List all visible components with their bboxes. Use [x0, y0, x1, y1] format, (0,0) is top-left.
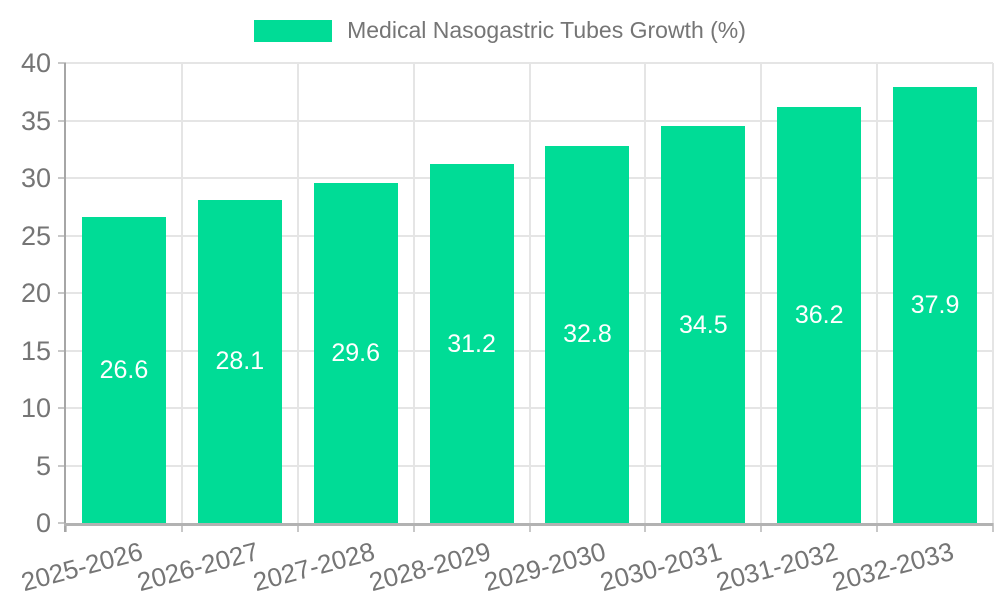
bar[interactable] — [197, 199, 282, 523]
y-axis-label: 10 — [20, 393, 51, 423]
x-axis-tick — [180, 523, 183, 532]
y-axis-label: 35 — [20, 105, 51, 136]
x-axis-tick — [65, 523, 67, 532]
bar-value-label: 37.9 — [910, 291, 960, 320]
bar[interactable] — [893, 87, 978, 523]
legend-label: Medical Nasogastric Tubes Growth (%) — [347, 17, 746, 43]
bar-value-label: 28.1 — [215, 347, 265, 376]
x-axis-tick — [528, 523, 531, 532]
x-axis-tick — [412, 523, 415, 532]
bar-value-label: 31.2 — [447, 329, 496, 358]
bar[interactable] — [661, 126, 746, 523]
x-gridline — [528, 63, 531, 523]
x-axis-line — [64, 523, 993, 526]
bar-value-label: 29.6 — [331, 338, 381, 367]
y-axis-label: 40 — [20, 48, 51, 78]
bar[interactable] — [313, 182, 398, 523]
y-axis-line — [64, 63, 66, 532]
bar[interactable] — [777, 106, 862, 523]
bar-value-label: 26.6 — [99, 356, 149, 385]
bar[interactable] — [81, 217, 166, 523]
x-axis-tick — [644, 523, 647, 532]
y-axis-tick — [58, 119, 66, 122]
bar-value-label: 34.5 — [678, 310, 728, 339]
bar-value-label: 36.2 — [794, 300, 844, 329]
bar-value-label: 32.8 — [563, 320, 612, 349]
y-axis-label: 30 — [20, 163, 51, 193]
x-gridline — [412, 63, 415, 523]
y-axis-label: 0 — [35, 508, 51, 538]
x-axis-tick — [296, 523, 299, 532]
x-gridline — [760, 63, 763, 523]
x-axis-tick — [876, 523, 879, 532]
y-axis-tick — [58, 349, 66, 352]
y-axis-label: 25 — [20, 220, 51, 251]
x-gridline — [644, 63, 647, 523]
bar[interactable] — [429, 164, 514, 523]
y-axis-tick — [58, 522, 66, 524]
y-axis-tick — [58, 407, 66, 409]
x-axis-tick — [992, 523, 994, 532]
x-gridline — [876, 63, 879, 523]
y-axis-label: 20 — [20, 278, 51, 308]
x-axis-tick — [760, 523, 763, 532]
y-axis-tick — [58, 464, 66, 467]
x-gridline — [992, 63, 994, 523]
x-gridline — [296, 63, 299, 523]
y-axis-label: 15 — [20, 335, 51, 366]
y-axis-tick — [58, 234, 66, 237]
legend-item[interactable]: Medical Nasogastric Tubes Growth (%) — [0, 17, 1000, 44]
y-axis-tick — [58, 177, 66, 179]
y-axis-tick — [58, 62, 66, 64]
bar[interactable] — [545, 145, 630, 523]
legend-swatch — [254, 19, 333, 42]
y-axis-tick — [58, 292, 66, 294]
y-axis-label: 5 — [35, 450, 51, 481]
x-gridline — [180, 63, 183, 523]
